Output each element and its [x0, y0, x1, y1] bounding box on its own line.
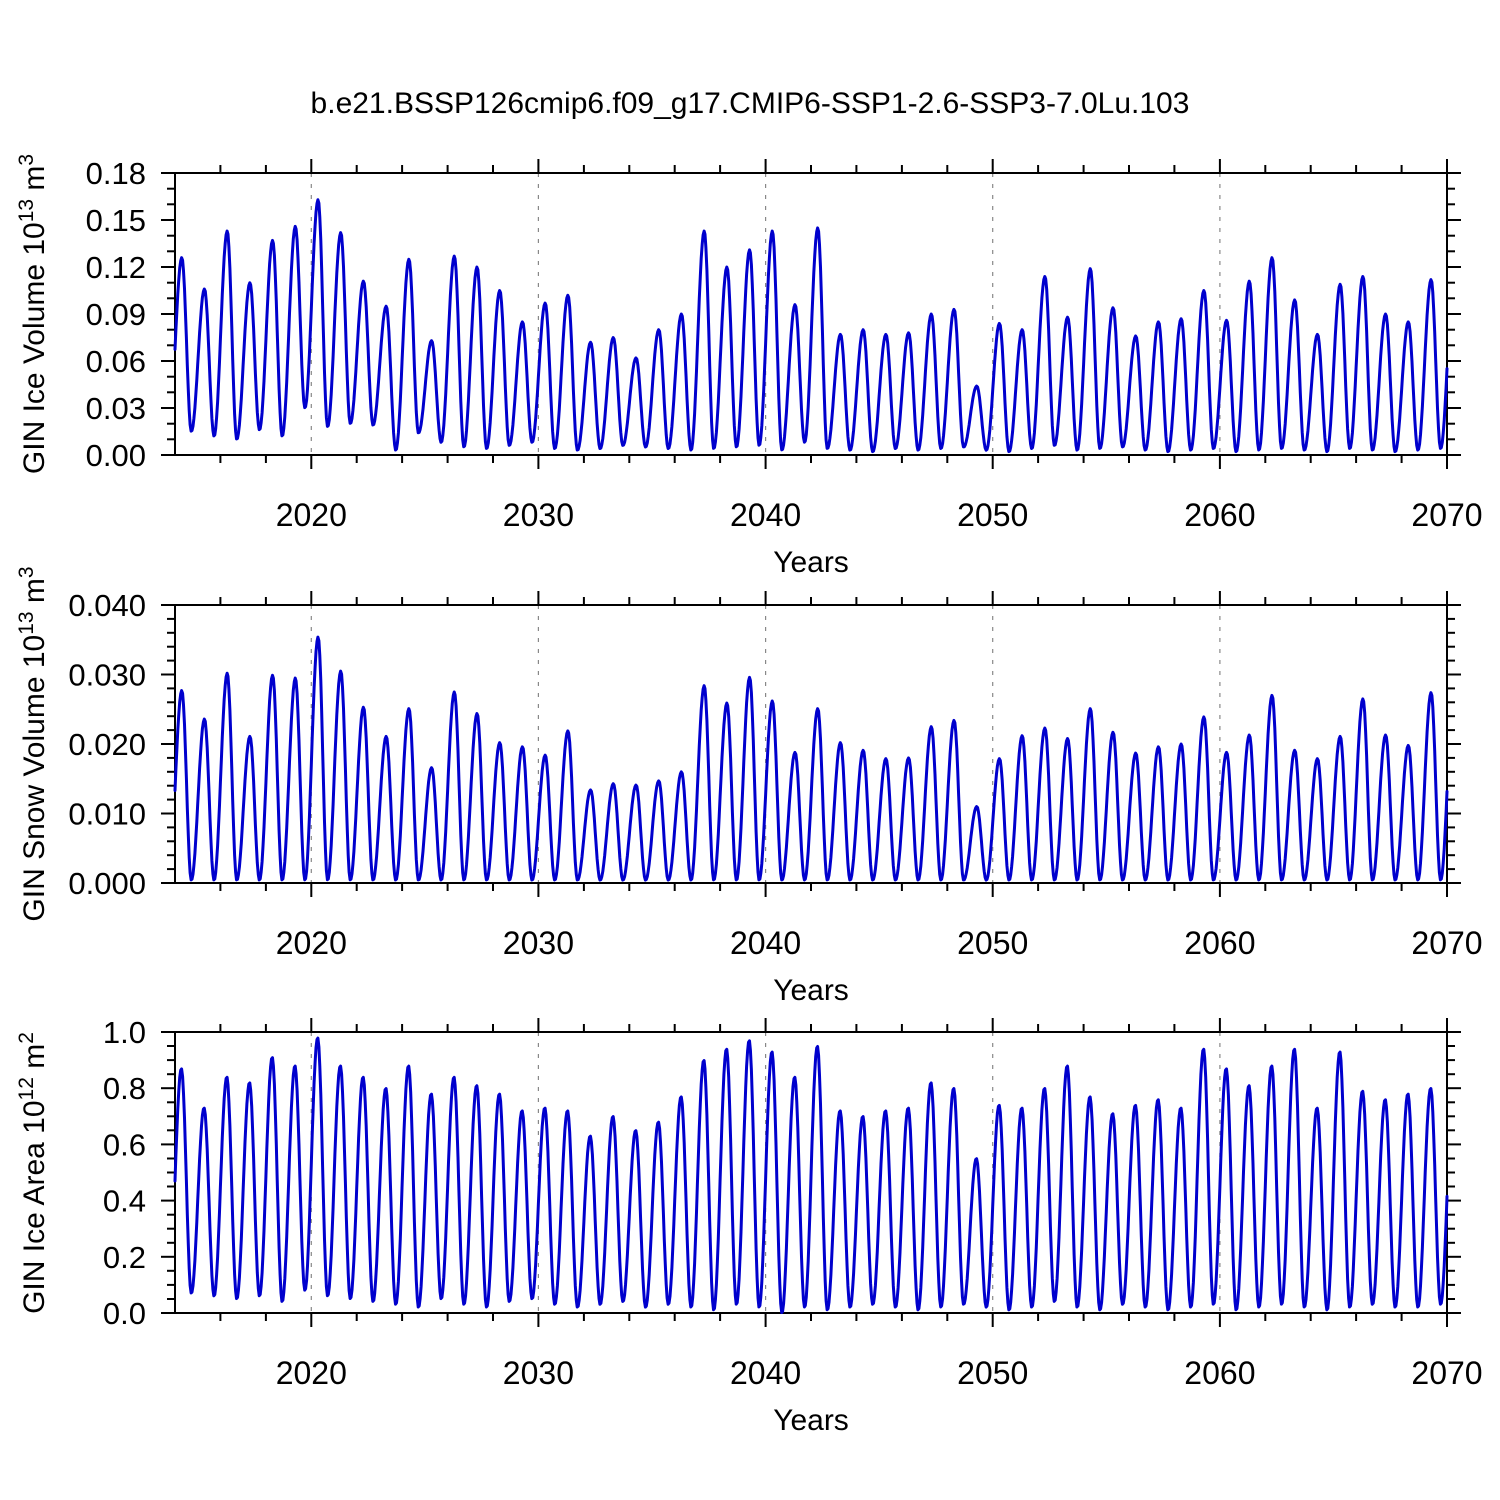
y-axis-title-unit: m: [18, 578, 51, 611]
y-tick-label: 0.2: [103, 1240, 146, 1275]
x-tick-label: 2030: [503, 925, 574, 961]
data-line: [173, 198, 1449, 454]
y-axis-title-exponent: 12: [15, 1077, 38, 1100]
y-axis-title-text: GIN Snow Volume 10: [18, 635, 51, 922]
y-tick-label: 1.0: [103, 1015, 146, 1050]
y-tick-label: 0.0: [103, 1296, 146, 1331]
x-tick-label: 2070: [1411, 925, 1482, 961]
x-tick-label: 2050: [957, 925, 1028, 961]
x-axis-title: Years: [773, 974, 849, 1007]
y-axis-title-exponent: 13: [15, 611, 38, 634]
data-line: [173, 635, 1449, 882]
x-tick-label: 2020: [276, 925, 347, 961]
y-tick-label: 0.06: [86, 344, 146, 379]
y-axis-title: GIN Ice Volume 1013 m3: [15, 154, 51, 474]
x-axis-title: Years: [773, 1404, 849, 1437]
x-tick-label: 2040: [730, 925, 801, 961]
data-line: [173, 1036, 1449, 1315]
y-axis-title-unit-exponent: 3: [15, 566, 38, 578]
y-axis-title: GIN Ice Area 1012 m2: [15, 1032, 51, 1314]
x-tick-label: 2070: [1411, 497, 1482, 533]
y-tick-label: 0.6: [103, 1127, 146, 1162]
x-tick-label: 2030: [503, 1355, 574, 1391]
y-axis-title: GIN Snow Volume 1013 m3: [15, 566, 51, 921]
x-tick-label: 2050: [957, 1355, 1028, 1391]
x-tick-label: 2060: [1184, 497, 1255, 533]
y-tick-label: 0.020: [68, 727, 146, 762]
y-tick-label: 0.4: [103, 1184, 146, 1219]
chart-main-title: b.e21.BSSP126cmip6.f09_g17.CMIP6-SSP1-2.…: [311, 87, 1190, 120]
x-tick-label: 2070: [1411, 1355, 1482, 1391]
x-tick-label: 2020: [276, 497, 347, 533]
gin-ice-area-panel: 2020 2030 2040 2050 2060 2070 0.0 0.2 0.4 0.6 0.8 1…: [15, 1015, 1483, 1437]
y-tick-label: 0.010: [68, 797, 146, 832]
y-tick-label: 0.00: [86, 438, 146, 473]
x-tick-label: 2030: [503, 497, 574, 533]
y-tick-label: 0.000: [68, 866, 146, 901]
y-axis-title-unit-exponent: 3: [15, 154, 38, 166]
y-tick-label: 0.18: [86, 156, 146, 191]
y-axis-title-unit: m: [18, 1044, 51, 1077]
y-tick-label: 0.030: [68, 658, 146, 693]
x-tick-label: 2060: [1184, 1355, 1255, 1391]
y-axis-title-exponent: 13: [15, 199, 38, 222]
y-axis-title-unit: m: [18, 166, 51, 199]
y-tick-label: 0.040: [68, 588, 146, 623]
x-tick-label: 2040: [730, 497, 801, 533]
x-tick-label: 2040: [730, 1355, 801, 1391]
y-tick-label: 0.15: [86, 203, 146, 238]
x-axis-title: Years: [773, 546, 849, 579]
x-tick-label: 2060: [1184, 925, 1255, 961]
y-axis-title-unit-exponent: 2: [15, 1032, 38, 1044]
gin-ice-volume-panel: 2020 2030 2040 2050 2060 2070 0.00 0.03 0.06 0.09…: [15, 154, 1483, 579]
y-tick-label: 0.12: [86, 250, 146, 285]
x-tick-label: 2050: [957, 497, 1028, 533]
y-tick-label: 0.8: [103, 1071, 146, 1106]
y-tick-label: 0.03: [86, 391, 146, 426]
x-tick-label: 2020: [276, 1355, 347, 1391]
y-tick-label: 0.09: [86, 297, 146, 332]
y-axis-title-text: GIN Ice Volume 10: [18, 222, 51, 474]
gin-snow-volume-panel: 2020 2030 2040 2050 2060 2070 0.000 0.010 0.020 0…: [15, 566, 1483, 1007]
y-axis-title-text: GIN Ice Area 10: [18, 1100, 51, 1313]
